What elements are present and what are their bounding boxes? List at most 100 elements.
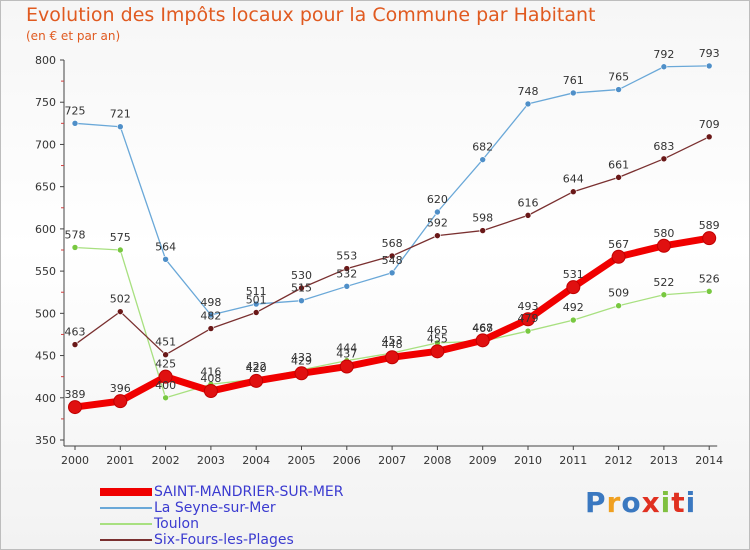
- data-point: [569, 316, 577, 324]
- data-label: 725: [65, 104, 86, 117]
- y-tick-label: 600: [35, 223, 56, 236]
- data-point: [434, 208, 441, 216]
- logo-letter: x: [641, 486, 661, 519]
- data-point: [207, 311, 215, 319]
- data-label: 492: [563, 301, 584, 314]
- data-point: [615, 174, 622, 181]
- data-label: 453: [382, 334, 403, 347]
- x-tick-label: 2011: [559, 454, 587, 467]
- data-label: 682: [472, 141, 493, 154]
- data-point: [162, 394, 169, 402]
- x-tick-label: 2003: [197, 454, 225, 467]
- data-point: [569, 89, 577, 97]
- data-point: [298, 297, 305, 304]
- data-point: [294, 366, 309, 381]
- data-point: [158, 369, 173, 384]
- data-point: [660, 155, 668, 163]
- data-point: [71, 341, 79, 348]
- data-label: 437: [336, 348, 357, 361]
- legend-item: La Seyne-sur-Mer: [100, 500, 343, 516]
- legend: SAINT-MANDRIER-SUR-MER La Seyne-sur-Mer To…: [100, 484, 343, 548]
- data-label: 502: [110, 293, 131, 306]
- data-point: [117, 123, 124, 131]
- data-label: 761: [563, 74, 584, 87]
- data-labels: 725 721 564 498 511 515 532 548 620 682 748 761 765 7…: [65, 47, 720, 401]
- series-layer: [68, 62, 717, 415]
- logo-letter: i: [685, 486, 697, 519]
- data-point: [68, 400, 82, 415]
- data-label: 567: [608, 238, 629, 251]
- data-label: 429: [291, 354, 312, 367]
- data-label: 531: [563, 268, 584, 281]
- data-point: [479, 227, 487, 234]
- data-point: [343, 265, 351, 272]
- data-point: [388, 269, 396, 277]
- y-tick-label: 750: [35, 96, 56, 109]
- data-label: 580: [653, 227, 674, 240]
- legend-label: SAINT-MANDRIER-SUR-MER: [154, 484, 344, 500]
- legend-swatch: [100, 539, 152, 541]
- proxiti-logo: Proxiti: [585, 486, 696, 519]
- data-label: 526: [699, 272, 720, 285]
- x-tick-label: 2013: [650, 454, 678, 467]
- series-la-seyne-sur-mer: [71, 62, 713, 319]
- data-label: 589: [699, 219, 720, 232]
- y-tick-label: 700: [35, 138, 56, 151]
- data-point: [343, 283, 351, 290]
- data-point: [705, 133, 713, 141]
- data-label: 709: [699, 118, 720, 131]
- data-label: 575: [110, 231, 131, 244]
- data-point: [117, 308, 124, 315]
- legend-label: Six-Fours-les-Plages: [154, 532, 294, 548]
- data-point: [615, 302, 622, 310]
- data-point: [298, 284, 305, 292]
- data-label: 501: [246, 293, 267, 306]
- data-label: 511: [246, 285, 267, 298]
- data-point: [252, 300, 260, 308]
- data-point: [339, 359, 354, 374]
- data-point: [705, 288, 713, 295]
- data-label: 616: [518, 196, 539, 209]
- legend-label: La Seyne-sur-Mer: [154, 500, 276, 516]
- legend-swatch: [100, 507, 152, 509]
- data-label: 468: [472, 321, 493, 334]
- y-tick-label: 400: [35, 392, 56, 405]
- legend-label: Toulon: [154, 516, 199, 532]
- data-point: [660, 63, 668, 71]
- legend-swatch: [100, 488, 152, 496]
- data-point: [611, 249, 626, 264]
- y-tick-label: 650: [35, 181, 56, 194]
- data-point: [113, 394, 128, 409]
- data-label: 515: [291, 282, 312, 295]
- data-label: 532: [336, 267, 357, 280]
- data-label: 530: [291, 269, 312, 282]
- data-label: 455: [427, 332, 448, 345]
- data-point: [71, 120, 79, 127]
- data-point: [615, 86, 622, 93]
- logo-letter: i: [660, 486, 672, 519]
- data-point: [434, 232, 441, 239]
- legend-item: Toulon: [100, 516, 343, 532]
- legend-item: SAINT-MANDRIER-SUR-MER: [100, 484, 343, 500]
- x-tick-label: 2009: [469, 454, 497, 467]
- data-point: [479, 156, 487, 163]
- data-point: [207, 325, 215, 332]
- x-tick-label: 2004: [242, 454, 270, 467]
- data-point: [430, 344, 445, 359]
- axes: 350 400 450 500 550 600 650 700 750 800 2000 2001 20…: [35, 54, 723, 467]
- data-point: [385, 350, 400, 365]
- data-point: [524, 100, 532, 108]
- x-tick-label: 2007: [378, 454, 406, 467]
- x-tick-label: 2006: [333, 454, 361, 467]
- data-label: 422: [246, 360, 267, 373]
- y-tick-label: 500: [35, 307, 56, 320]
- data-label: 433: [291, 351, 312, 364]
- data-label: 548: [382, 254, 403, 267]
- series-saint-mandrier-sur-mer: [68, 231, 717, 415]
- data-label: 683: [653, 140, 674, 153]
- data-point: [521, 312, 535, 327]
- data-label: 444: [336, 342, 357, 355]
- data-point: [71, 244, 79, 251]
